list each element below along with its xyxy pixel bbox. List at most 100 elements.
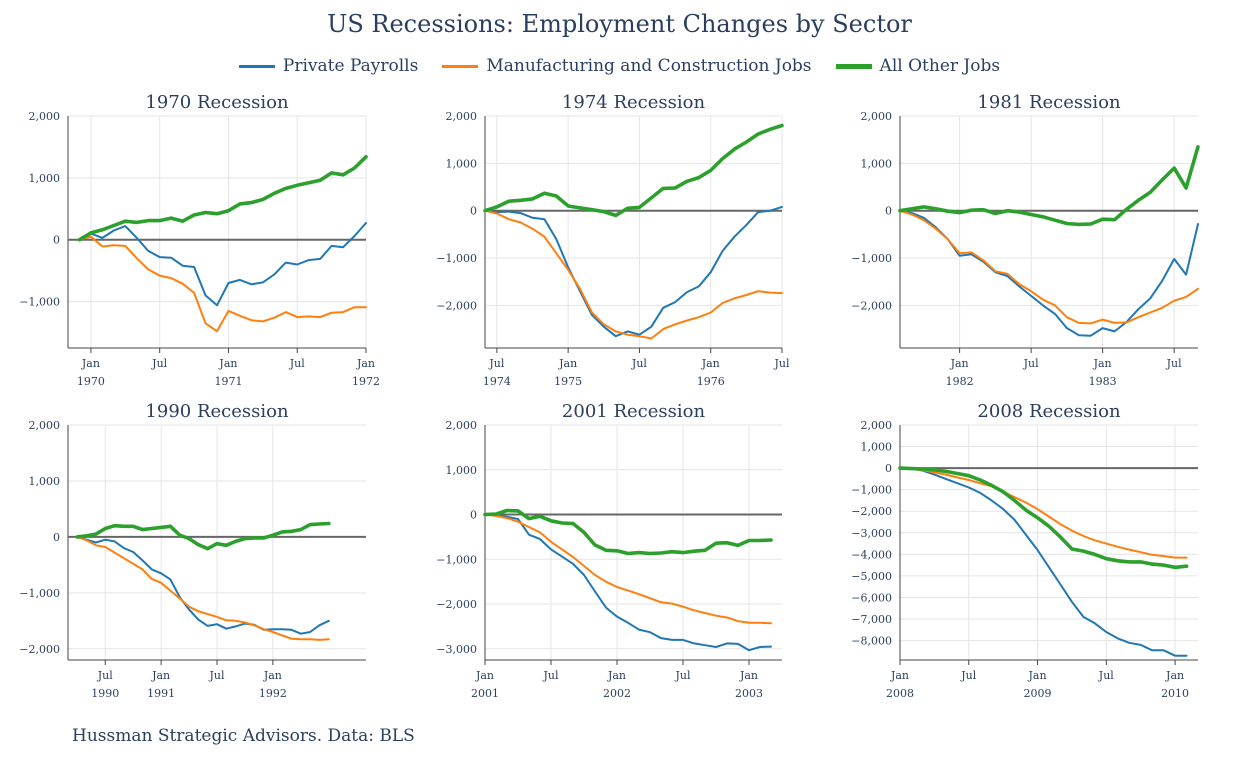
chart-title: 1970 Recession bbox=[145, 92, 289, 113]
chart-panel-6: 2008 Recession 2,000 1,000 0 −1,000 −2,000 −3,… bbox=[851, 401, 1198, 700]
x-tick-label: Jul bbox=[674, 669, 690, 682]
legend-label: Private Payrolls bbox=[282, 56, 419, 76]
x-tick-year-label: 1982 bbox=[946, 375, 974, 388]
x-tick-year-label: 1992 bbox=[259, 687, 287, 700]
x-tick-label: Jan bbox=[890, 669, 909, 682]
y-tick-label: −1,000 bbox=[851, 252, 892, 265]
y-tick-label: −2,000 bbox=[19, 643, 60, 656]
chart-title: 1974 Recession bbox=[562, 92, 706, 113]
x-tick-label: Jan bbox=[1165, 669, 1184, 682]
x-tick-label: Jul bbox=[488, 357, 504, 370]
y-tick-label: −2,000 bbox=[851, 505, 892, 518]
chart-panel-4: 1990 Recession 2,000 1,000 0 −1,000 −2,000 Jul… bbox=[19, 401, 366, 700]
x-tick-year-label: 1975 bbox=[554, 375, 582, 388]
y-tick-label: 0 bbox=[470, 509, 477, 522]
x-tick-label: Jan bbox=[558, 357, 577, 370]
x-tick-label: Jul bbox=[1166, 357, 1182, 370]
legend-swatch-private-payrolls bbox=[238, 64, 275, 68]
x-tick-year-label: 2009 bbox=[1024, 687, 1052, 700]
y-tick-label: −6,000 bbox=[851, 591, 892, 604]
y-tick-label: −8,000 bbox=[851, 635, 892, 648]
x-tick-year-label: 1990 bbox=[91, 687, 119, 700]
y-tick-label: 2,000 bbox=[29, 419, 61, 432]
y-tick-label: −3,000 bbox=[851, 527, 892, 540]
x-tick-year-label: 2002 bbox=[603, 687, 631, 700]
chart-title: 1981 Recession bbox=[977, 92, 1121, 113]
series-line-all-other-jobs bbox=[75, 521, 331, 551]
source-note: Hussman Strategic Advisors. Data: BLS bbox=[72, 726, 415, 746]
x-tick-year-label: 2001 bbox=[471, 687, 499, 700]
x-tick-year-label: 2010 bbox=[1161, 687, 1189, 700]
chart-title: 2008 Recession bbox=[977, 401, 1121, 422]
series-line-private-payrolls bbox=[484, 513, 772, 652]
legend-label: Manufacturing and Construction Jobs bbox=[486, 56, 812, 76]
y-tick-label: −5,000 bbox=[851, 570, 892, 583]
y-tick-label: −1,000 bbox=[19, 587, 60, 600]
x-tick-label: Jan bbox=[701, 357, 720, 370]
y-tick-label: −1,000 bbox=[436, 252, 477, 265]
x-tick-year-label: 1971 bbox=[214, 375, 242, 388]
chart-panel-3: 1981 Recession 2,000 1,000 0 −1,000 −2,000 Jan… bbox=[851, 92, 1200, 388]
x-tick-label: Jul bbox=[151, 357, 167, 370]
series-line-all-other-jobs bbox=[77, 155, 368, 242]
legend-swatch-manufacturing bbox=[442, 64, 479, 68]
y-tick-label: −2,000 bbox=[436, 598, 477, 611]
legend-item-all-other-jobs[interactable]: All Other Jobs bbox=[835, 56, 1000, 76]
y-tick-label: −3,000 bbox=[436, 643, 477, 656]
y-tick-label: −2,000 bbox=[851, 299, 892, 312]
series-line-private-payrolls bbox=[899, 209, 1199, 337]
x-tick-label: Jan bbox=[607, 669, 626, 682]
y-tick-label: 0 bbox=[885, 462, 892, 475]
series-line-all-other-jobs bbox=[483, 508, 773, 556]
x-tick-year-label: 2003 bbox=[735, 687, 763, 700]
x-tick-year-label: 1970 bbox=[77, 375, 105, 388]
x-tick-year-label: 2008 bbox=[886, 687, 914, 700]
x-tick-label: Jan bbox=[1093, 357, 1112, 370]
chart-panel-2: 1974 Recession 2,000 1,000 0 −1,000 −2,000 Jul… bbox=[436, 92, 790, 388]
x-tick-label: Jul bbox=[542, 669, 558, 682]
chart-panel-5: 2001 Recession 2,000 1,000 0 −1,000 −2,000 −3,… bbox=[436, 401, 782, 700]
y-tick-label: −1,000 bbox=[19, 296, 60, 309]
chart-title: 2001 Recession bbox=[562, 401, 706, 422]
series-line-manufacturing-and-construction-jobs bbox=[899, 467, 1188, 559]
series-line-private-payrolls bbox=[76, 535, 330, 635]
y-tick-label: 1,000 bbox=[861, 441, 893, 454]
x-tick-label: Jul bbox=[1023, 357, 1039, 370]
legend-swatch-all-other-jobs bbox=[835, 63, 872, 69]
x-tick-label: Jan bbox=[1028, 669, 1047, 682]
series-line-all-other-jobs bbox=[898, 466, 1189, 570]
x-tick-label: Jan bbox=[263, 669, 282, 682]
y-tick-label: 1,000 bbox=[29, 172, 61, 185]
x-tick-label: Jan bbox=[218, 357, 237, 370]
legend-item-manufacturing[interactable]: Manufacturing and Construction Jobs bbox=[442, 56, 812, 76]
series-line-manufacturing-and-construction-jobs bbox=[78, 235, 367, 333]
x-tick-label: Jan bbox=[739, 669, 758, 682]
y-tick-label: −2,000 bbox=[436, 299, 477, 312]
y-tick-label: 0 bbox=[470, 205, 477, 218]
x-tick-year-label: 1991 bbox=[147, 687, 175, 700]
series-line-manufacturing-and-construction-jobs bbox=[484, 209, 783, 340]
x-tick-label: Jul bbox=[960, 669, 976, 682]
y-tick-label: 2,000 bbox=[29, 110, 61, 123]
page-title: US Recessions: Employment Changes by Sec… bbox=[327, 10, 912, 38]
legend-item-private-payrolls[interactable]: Private Payrolls bbox=[238, 56, 419, 76]
chart-title: 1990 Recession bbox=[145, 401, 289, 422]
x-tick-label: Jan bbox=[356, 357, 375, 370]
series-line-all-other-jobs bbox=[898, 145, 1200, 227]
x-tick-label: Jan bbox=[81, 357, 100, 370]
x-tick-year-label: 1983 bbox=[1089, 375, 1117, 388]
x-tick-year-label: 1972 bbox=[352, 375, 380, 388]
series-line-all-other-jobs bbox=[483, 123, 784, 218]
x-tick-label: Jan bbox=[475, 669, 494, 682]
x-tick-label: Jul bbox=[1098, 669, 1114, 682]
y-tick-label: 0 bbox=[885, 205, 892, 218]
x-tick-year-label: 1976 bbox=[697, 375, 725, 388]
series-line-manufacturing-and-construction-jobs bbox=[76, 535, 330, 641]
x-tick-label: Jul bbox=[289, 357, 305, 370]
x-tick-label: Jul bbox=[97, 669, 113, 682]
series-line-manufacturing-and-construction-jobs bbox=[899, 209, 1199, 325]
x-tick-label: Jan bbox=[950, 357, 969, 370]
y-tick-label: 1,000 bbox=[861, 157, 893, 170]
x-tick-label: Jul bbox=[631, 357, 647, 370]
